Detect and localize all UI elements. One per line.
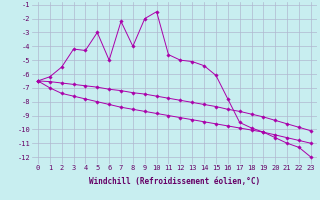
X-axis label: Windchill (Refroidissement éolien,°C): Windchill (Refroidissement éolien,°C) <box>89 177 260 186</box>
